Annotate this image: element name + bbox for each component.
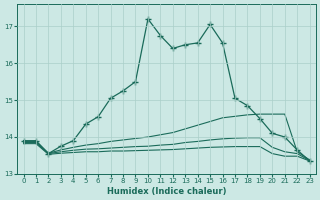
- X-axis label: Humidex (Indice chaleur): Humidex (Indice chaleur): [107, 187, 226, 196]
